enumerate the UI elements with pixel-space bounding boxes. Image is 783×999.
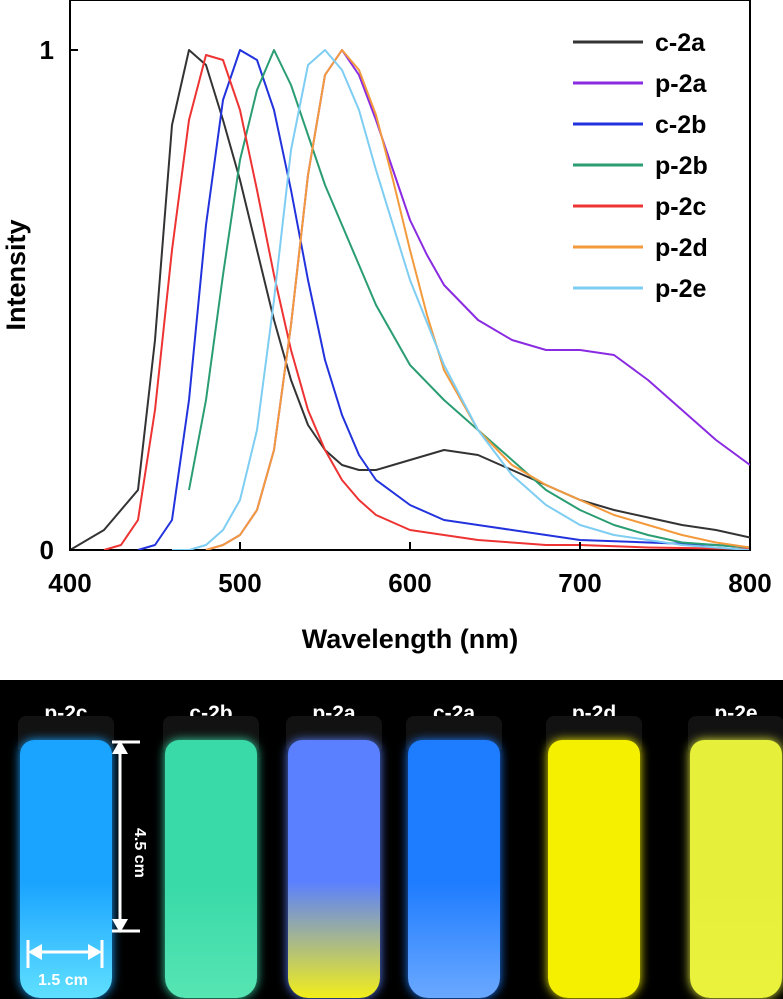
width-label: 1.5 cm — [38, 972, 88, 989]
series-line-p-2b — [188, 49, 750, 549]
y-tick-label: 1 — [40, 35, 54, 65]
vial-p-2d — [548, 740, 640, 998]
vial-photo: p-2c c-2b p-2a c-2a p-2d p-2e 4.5 cm 1.5 cm — [0, 680, 783, 999]
vial-p-2e — [690, 740, 782, 998]
height-arrow-head-bottom — [112, 919, 128, 933]
series-line-p-2c — [103, 54, 750, 550]
width-arrow-head-right — [88, 944, 102, 960]
x-tick-label: 700 — [558, 568, 601, 598]
width-arrow-head-left — [28, 944, 42, 960]
series-line-c-2a — [70, 49, 750, 550]
series-line-p-2d — [205, 49, 750, 550]
legend-label-p-2a: p-2a — [655, 70, 708, 98]
vial-c-2a — [408, 740, 500, 998]
x-tick-label: 800 — [728, 568, 771, 598]
y-axis-label: Intensity — [1, 219, 31, 330]
plot-frame — [69, 0, 751, 551]
legend-label-p-2c: p-2c — [655, 193, 707, 221]
legend-label-p-2d: p-2d — [655, 234, 708, 262]
series-line-c-2b — [137, 49, 750, 550]
spectrum-chart: 400 500 600 700 800 0 1 Wavelength (nm) Intens… — [1, 0, 772, 654]
height-arrow-head-top — [112, 740, 128, 754]
height-label: 4.5 cm — [131, 828, 148, 878]
vial-c-2b — [165, 740, 257, 998]
series-line-p-2e — [172, 49, 750, 550]
legend-label-c-2b: c-2b — [655, 111, 706, 139]
dimension-arrows — [26, 740, 140, 968]
vial-p-2a — [288, 740, 380, 998]
legend-label-p-2b: p-2b — [655, 152, 708, 180]
x-tick-label: 500 — [218, 568, 261, 598]
x-axis-label: Wavelength (nm) — [302, 624, 519, 654]
y-tick-label: 0 — [40, 535, 54, 565]
legend-label-c-2a: c-2a — [655, 29, 706, 57]
legend: c-2a p-2a c-2b p-2b p-2c p-2d p-2e — [573, 29, 708, 303]
legend-label-p-2e: p-2e — [655, 275, 707, 303]
x-tick-label: 600 — [388, 568, 431, 598]
x-tick-label: 400 — [48, 568, 91, 598]
